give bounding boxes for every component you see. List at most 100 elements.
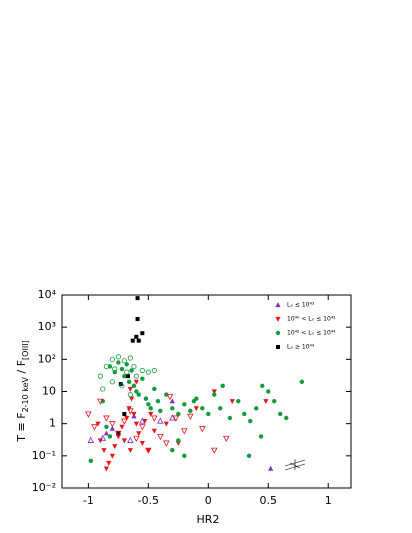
point <box>143 396 149 401</box>
point <box>99 434 107 441</box>
point <box>134 334 139 339</box>
point <box>155 398 161 404</box>
point <box>128 396 135 402</box>
point <box>169 414 176 421</box>
legend-marker <box>276 345 280 349</box>
legend-label: 10⁴⁰ < Lₓ ≤ 10⁴² <box>287 316 336 323</box>
point <box>139 417 146 424</box>
legend-label: 10⁴² < Lₓ ≤ 10⁴⁴ <box>287 330 336 337</box>
point <box>145 448 151 454</box>
point <box>263 399 269 405</box>
point <box>109 425 115 431</box>
point <box>131 383 137 389</box>
y-label-part: T ≡ F <box>15 412 28 442</box>
point <box>133 435 140 443</box>
point <box>157 417 164 424</box>
point <box>134 389 139 394</box>
x-tick-label: -0.5 <box>138 494 159 507</box>
legend-marker <box>275 330 281 336</box>
point <box>260 383 265 389</box>
point <box>140 376 145 381</box>
y-tick-label: 10 <box>42 385 56 398</box>
x-tick-label: 0 <box>205 494 212 507</box>
y-tick-label: 10⁴ <box>38 288 57 301</box>
point <box>125 374 130 379</box>
point <box>103 415 110 422</box>
point <box>151 415 158 422</box>
y-label-part: 2-10 keV <box>21 376 30 412</box>
point <box>122 373 127 379</box>
point <box>170 447 175 453</box>
point <box>166 394 174 401</box>
point <box>229 399 235 405</box>
point <box>133 379 139 385</box>
point <box>218 406 223 411</box>
point <box>151 428 157 434</box>
point <box>236 398 241 404</box>
plot-frame <box>61 294 352 489</box>
point <box>107 364 113 369</box>
point <box>127 408 134 415</box>
point <box>242 411 247 417</box>
point <box>121 438 127 444</box>
point <box>182 453 187 459</box>
point <box>127 448 133 454</box>
point <box>124 369 130 375</box>
point <box>136 392 141 397</box>
point <box>145 369 151 375</box>
point <box>97 398 104 405</box>
x-tick-label: 1 <box>325 494 332 507</box>
point <box>122 411 127 416</box>
point <box>91 424 98 431</box>
point <box>212 392 217 397</box>
point <box>299 379 305 385</box>
point <box>206 411 211 417</box>
point <box>119 366 125 372</box>
point <box>103 430 109 436</box>
point <box>131 411 137 417</box>
error-glyph <box>284 459 306 471</box>
point <box>211 447 218 454</box>
point <box>109 421 116 428</box>
point <box>268 465 274 471</box>
point <box>227 415 233 421</box>
point <box>121 418 128 425</box>
point <box>248 418 253 424</box>
point <box>97 373 103 379</box>
point <box>220 383 225 389</box>
point <box>101 448 107 454</box>
point <box>100 386 106 392</box>
point <box>199 426 206 433</box>
x-tick-label: 0.5 <box>260 494 278 507</box>
point <box>169 398 175 404</box>
y-tick-label: 10² <box>38 352 56 365</box>
x-tick-label: -1 <box>83 494 94 507</box>
point <box>109 356 115 362</box>
point <box>126 379 132 385</box>
point <box>107 434 113 439</box>
y-tick-label: 10⁻¹ <box>32 449 56 462</box>
point <box>148 411 154 417</box>
legend-marker <box>275 302 281 308</box>
point <box>112 366 118 372</box>
point <box>188 408 193 414</box>
point <box>187 413 194 420</box>
legend-label: Lₓ ≤ 10⁴³ <box>287 302 315 309</box>
point <box>145 447 152 454</box>
y-tick-label: 10⁻² <box>32 481 56 494</box>
point <box>284 415 289 421</box>
point <box>115 354 121 360</box>
point <box>148 406 153 411</box>
point <box>103 363 109 370</box>
point <box>254 406 259 411</box>
y-tick-label: 10³ <box>38 320 56 333</box>
point <box>135 316 140 321</box>
point <box>164 392 169 397</box>
point <box>157 433 164 441</box>
y-axis-label: T ≡ F2-10 keV / F[OIII] <box>15 340 30 442</box>
legend-label: Lₓ ≥ 10⁴⁴ <box>287 344 315 351</box>
point <box>121 358 127 364</box>
point <box>139 440 145 446</box>
point <box>119 424 125 430</box>
